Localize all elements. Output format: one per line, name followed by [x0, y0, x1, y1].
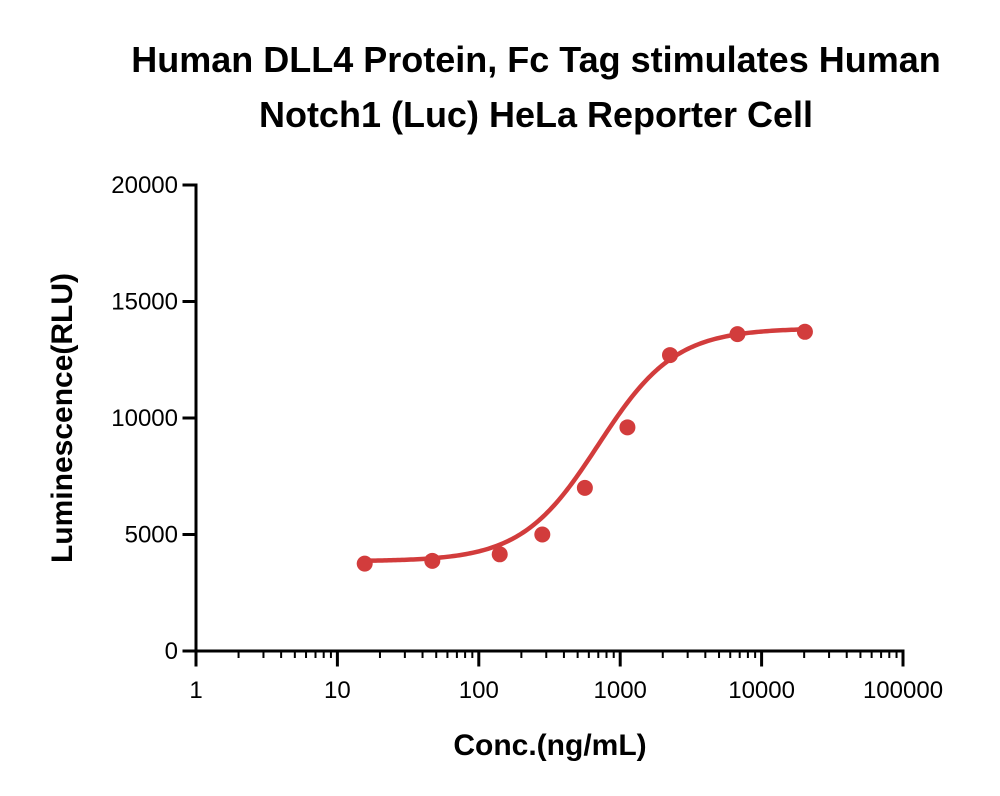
fit-curve: [362, 327, 808, 564]
axes: [182, 183, 905, 667]
x-tick-label: 1: [189, 677, 202, 704]
y-tick-label: 5000: [125, 522, 178, 549]
y-tick-label: 0: [165, 638, 178, 665]
data-point: [576, 479, 593, 496]
chart-title-line-1: Human DLL4 Protein, Fc Tag stimulates Hu…: [131, 39, 940, 80]
x-tick-label: 1000: [594, 677, 647, 704]
y-axis-label: Luminescence(RLU): [46, 273, 79, 563]
data-point: [729, 326, 746, 343]
y-tick-label: 10000: [111, 405, 178, 432]
data-point: [356, 555, 373, 572]
data-point: [424, 552, 441, 569]
data-point: [796, 323, 813, 340]
x-tick-label: 10: [324, 677, 351, 704]
tick-labels: 0 5000 10000 15000 20000 1 10 100 1000 10000 10000…: [111, 172, 943, 704]
data-point: [534, 526, 551, 543]
data-point: [619, 419, 636, 436]
y-tick-label: 15000: [111, 289, 178, 316]
data-point: [491, 546, 508, 563]
x-tick-label: 10000: [728, 677, 795, 704]
x-tick-label: 100: [459, 677, 499, 704]
fit-curve-layer: [362, 327, 808, 564]
data-points-layer: [356, 323, 813, 572]
y-tick-label: 20000: [111, 172, 178, 199]
data-point: [661, 347, 678, 364]
x-axis-label: Conc.(ng/mL): [453, 729, 646, 762]
x-tick-label: 100000: [863, 677, 943, 704]
chart-title-line-2: Notch1 (Luc) HeLa Reporter Cell: [259, 94, 813, 135]
